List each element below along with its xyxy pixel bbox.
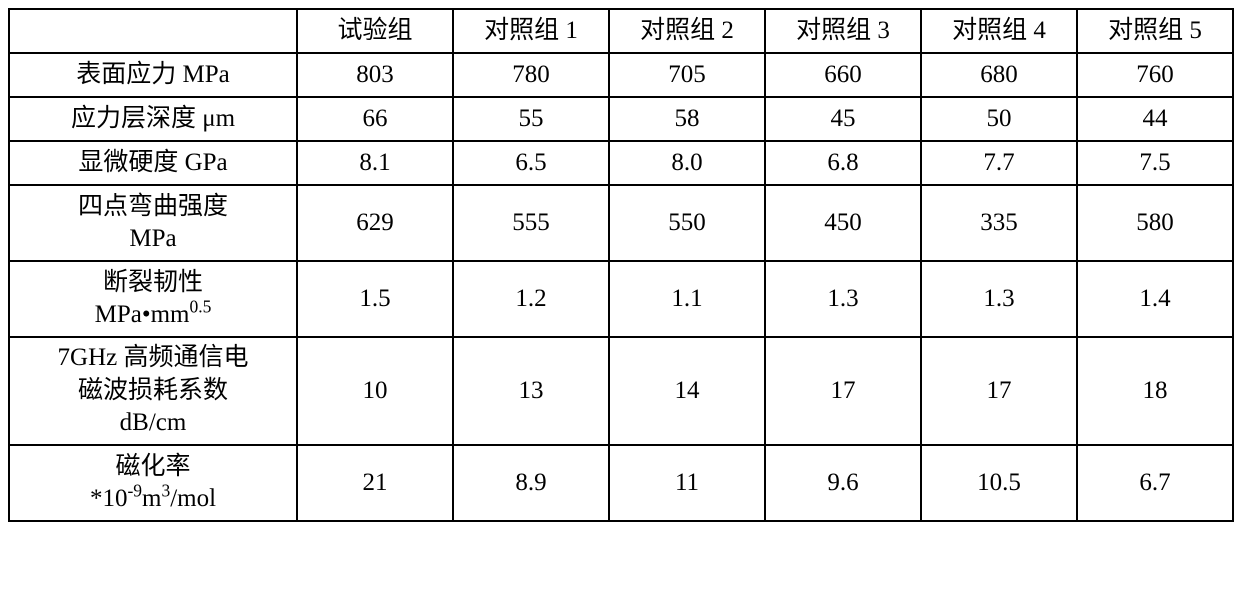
cell: 803 <box>297 53 453 97</box>
cell: 14 <box>609 337 765 445</box>
row-label: 显微硬度 GPa <box>9 141 297 185</box>
cell: 705 <box>609 53 765 97</box>
col-header-blank <box>9 9 297 53</box>
cell: 629 <box>297 185 453 261</box>
cell: 550 <box>609 185 765 261</box>
cell: 780 <box>453 53 609 97</box>
row-label: 应力层深度 μm <box>9 97 297 141</box>
cell: 10.5 <box>921 445 1077 521</box>
cell: 6.5 <box>453 141 609 185</box>
table-row: 显微硬度 GPa8.16.58.06.87.77.5 <box>9 141 1233 185</box>
row-label: 断裂韧性MPa•mm0.5 <box>9 261 297 337</box>
cell: 17 <box>921 337 1077 445</box>
cell: 1.3 <box>921 261 1077 337</box>
cell: 8.9 <box>453 445 609 521</box>
col-header-ctrl5: 对照组 5 <box>1077 9 1233 53</box>
cell: 66 <box>297 97 453 141</box>
table-body: 试验组 对照组 1 对照组 2 对照组 3 对照组 4 对照组 5 表面应力 M… <box>9 9 1233 521</box>
data-table-container: 试验组 对照组 1 对照组 2 对照组 3 对照组 4 对照组 5 表面应力 M… <box>8 8 1232 522</box>
col-header-ctrl4: 对照组 4 <box>921 9 1077 53</box>
cell: 1.5 <box>297 261 453 337</box>
data-table: 试验组 对照组 1 对照组 2 对照组 3 对照组 4 对照组 5 表面应力 M… <box>8 8 1234 522</box>
cell: 760 <box>1077 53 1233 97</box>
cell: 17 <box>765 337 921 445</box>
cell: 7.7 <box>921 141 1077 185</box>
cell: 58 <box>609 97 765 141</box>
cell: 18 <box>1077 337 1233 445</box>
cell: 21 <box>297 445 453 521</box>
cell: 1.4 <box>1077 261 1233 337</box>
col-header-exp: 试验组 <box>297 9 453 53</box>
cell: 7.5 <box>1077 141 1233 185</box>
table-row: 7GHz 高频通信电磁波损耗系数dB/cm101314171718 <box>9 337 1233 445</box>
table-header-row: 试验组 对照组 1 对照组 2 对照组 3 对照组 4 对照组 5 <box>9 9 1233 53</box>
cell: 450 <box>765 185 921 261</box>
cell: 6.7 <box>1077 445 1233 521</box>
cell: 555 <box>453 185 609 261</box>
cell: 335 <box>921 185 1077 261</box>
col-header-ctrl1: 对照组 1 <box>453 9 609 53</box>
cell: 6.8 <box>765 141 921 185</box>
cell: 11 <box>609 445 765 521</box>
row-label: 表面应力 MPa <box>9 53 297 97</box>
col-header-ctrl2: 对照组 2 <box>609 9 765 53</box>
cell: 55 <box>453 97 609 141</box>
cell: 8.0 <box>609 141 765 185</box>
row-label: 磁化率*10-9m3/mol <box>9 445 297 521</box>
row-label: 四点弯曲强度MPa <box>9 185 297 261</box>
cell: 45 <box>765 97 921 141</box>
col-header-ctrl3: 对照组 3 <box>765 9 921 53</box>
table-row: 断裂韧性MPa•mm0.51.51.21.11.31.31.4 <box>9 261 1233 337</box>
cell: 1.1 <box>609 261 765 337</box>
table-row: 磁化率*10-9m3/mol218.9119.610.56.7 <box>9 445 1233 521</box>
cell: 680 <box>921 53 1077 97</box>
row-label: 7GHz 高频通信电磁波损耗系数dB/cm <box>9 337 297 445</box>
table-row: 表面应力 MPa803780705660680760 <box>9 53 1233 97</box>
cell: 1.2 <box>453 261 609 337</box>
cell: 8.1 <box>297 141 453 185</box>
cell: 9.6 <box>765 445 921 521</box>
cell: 10 <box>297 337 453 445</box>
cell: 44 <box>1077 97 1233 141</box>
cell: 1.3 <box>765 261 921 337</box>
cell: 660 <box>765 53 921 97</box>
cell: 580 <box>1077 185 1233 261</box>
table-row: 应力层深度 μm665558455044 <box>9 97 1233 141</box>
table-row: 四点弯曲强度MPa629555550450335580 <box>9 185 1233 261</box>
cell: 50 <box>921 97 1077 141</box>
cell: 13 <box>453 337 609 445</box>
